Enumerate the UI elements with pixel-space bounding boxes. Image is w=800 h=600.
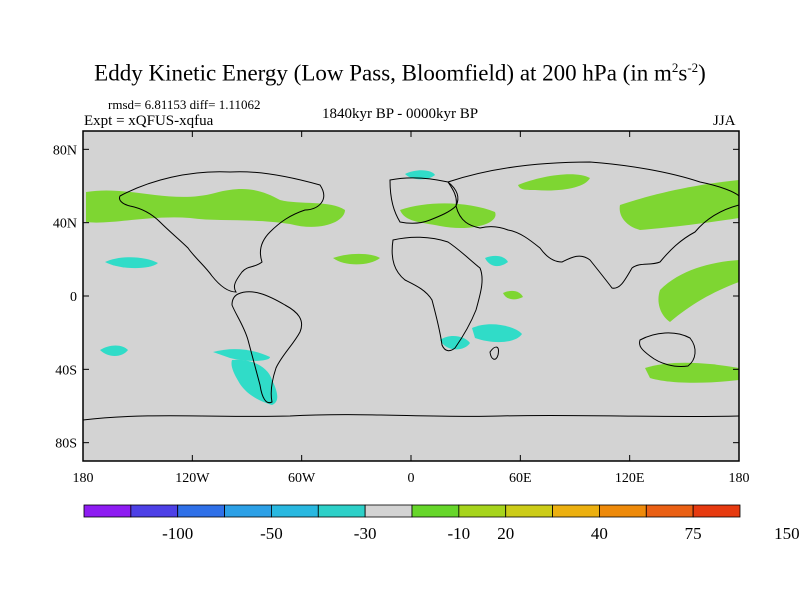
map-ocean-background	[83, 131, 739, 461]
colorbar-label: 20	[497, 524, 514, 543]
colorbar-swatch	[364, 504, 413, 518]
period-label: 1840kyr BP - 0000kyr BP	[322, 106, 479, 122]
colorbar-swatch	[83, 504, 132, 518]
colorbar-label: -30	[354, 524, 377, 543]
colorbar-swatch	[645, 504, 694, 518]
lat-label: 40S	[55, 363, 77, 378]
colorbar-label: -10	[448, 524, 471, 543]
colorbar-label: -100	[162, 524, 193, 543]
negative-anomaly-regions	[100, 170, 522, 405]
colorbar-label: -50	[260, 524, 283, 543]
colorbar-label: 75	[685, 524, 702, 543]
colorbar-swatch	[505, 504, 553, 518]
colorbar-swatch	[411, 504, 460, 518]
colorbar-swatch	[692, 504, 741, 518]
coastlines	[82, 161, 740, 421]
lon-label: 60W	[288, 471, 316, 486]
colorbar-swatch	[317, 504, 366, 518]
lat-label: 80N	[53, 143, 77, 158]
lon-label: 180	[729, 471, 750, 486]
colorbar-label: 40	[591, 524, 608, 543]
colorbar-swatch	[271, 504, 319, 518]
colorbar-swatch	[177, 504, 225, 518]
colorbar-swatch	[224, 504, 272, 518]
longitude-axis: 180 120W 60W 0 60E 120E 180	[73, 131, 750, 486]
plot-title: Eddy Kinetic Energy (Low Pass, Bloomfiel…	[94, 60, 706, 86]
lon-label: 120W	[175, 471, 210, 486]
colorbar-label: 150	[774, 524, 800, 543]
colorbar	[83, 504, 741, 518]
lon-label: 0	[408, 471, 415, 486]
lat-label: 40N	[53, 217, 77, 232]
colorbar-swatch	[458, 504, 507, 518]
lon-label: 120E	[615, 471, 645, 486]
latitude-axis: 80N 40N 0 40S 80S	[53, 143, 739, 452]
lon-label: 180	[73, 471, 94, 486]
experiment-label: Expt = xQFUS-xqfua	[84, 113, 214, 129]
lon-label: 60E	[509, 471, 532, 486]
lat-label: 0	[70, 290, 77, 305]
season-label: JJA	[713, 113, 736, 129]
colorbar-swatch	[130, 504, 179, 518]
colorbar-swatch	[599, 504, 647, 518]
colorbar-swatch	[552, 504, 600, 518]
stats-label: rmsd= 6.81153 diff= 1.11062	[108, 97, 261, 112]
colorbar-labels: -100 -50 -30 -10 20 40 75 150	[162, 524, 799, 543]
lat-label: 80S	[55, 437, 77, 452]
